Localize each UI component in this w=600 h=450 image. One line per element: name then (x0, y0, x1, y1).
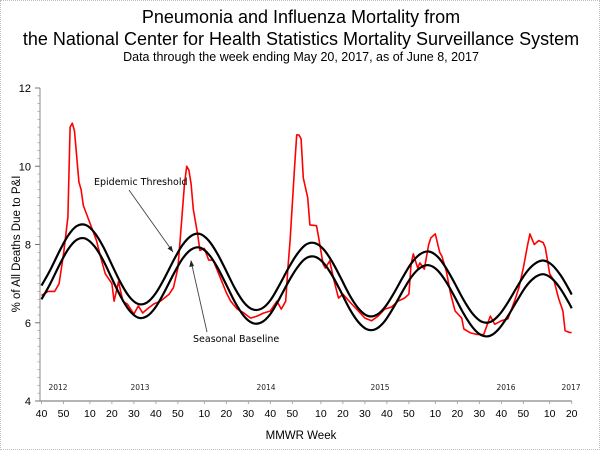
y-tick-label: 8 (25, 240, 31, 252)
x-tick-label: 20 (451, 408, 463, 420)
chart-title: Pneumonia and Influenza Mortality from (141, 7, 461, 27)
x-tick-label: 30 (473, 408, 485, 420)
annotations: Epidemic Threshold Seasonal Baseline (94, 177, 279, 345)
x-tick-label: 10 (544, 408, 556, 420)
annotation-arrow-baseline (190, 260, 208, 333)
series-line-observed (41, 122, 572, 336)
x-tick-label: 40 (381, 408, 393, 420)
x-tick-label: 40 (36, 408, 48, 420)
year-label: 2014 (256, 383, 275, 392)
x-axis-label: MMWR Week (266, 430, 337, 442)
annotation-seasonal-baseline: Seasonal Baseline (193, 334, 279, 345)
x-tick-label: 30 (359, 408, 371, 420)
x-tick-label: 20 (106, 408, 118, 420)
x-tick-label: 40 (150, 408, 162, 420)
x-tick-label: 50 (286, 408, 298, 420)
axes: 4 6 8 10 12 40 50 10 20 30 40 50 10 20 30 40 50 10 20 30 40 5… (19, 83, 581, 420)
x-tick-label: 20 (220, 408, 232, 420)
chart-subtitle: Data through the week ending May 20, 201… (123, 50, 479, 64)
year-label: 2017 (561, 383, 580, 392)
x-tick-label: 50 (172, 408, 184, 420)
y-tick-label: 10 (19, 161, 31, 173)
x-tick-label: 10 (429, 408, 441, 420)
year-label: 2016 (496, 383, 515, 392)
annotation-arrow-threshold (128, 189, 174, 253)
year-label: 2012 (48, 383, 67, 392)
chart-title-line2: the National Center for Health Statistic… (22, 29, 580, 49)
x-tick-label: 40 (264, 408, 276, 420)
arrowhead-baseline-icon (189, 260, 194, 267)
y-tick-label: 6 (25, 318, 31, 330)
series-line-threshold (40, 223, 573, 324)
series-line-baseline (40, 236, 573, 338)
annotation-epidemic-threshold: Epidemic Threshold (94, 177, 188, 188)
x-tick-label: 10 (84, 408, 96, 420)
x-tick-label: 30 (242, 408, 254, 420)
x-tick-label: 20 (566, 408, 578, 420)
arrowhead-threshold-icon (167, 245, 173, 252)
y-tick-label: 12 (19, 83, 31, 95)
x-tick-label: 10 (198, 408, 210, 420)
x-tick-label: 40 (495, 408, 507, 420)
series-layer (40, 122, 573, 338)
x-tick-label: 50 (403, 408, 415, 420)
x-tick-label: 30 (128, 408, 140, 420)
x-tick-label: 20 (337, 408, 349, 420)
year-label: 2013 (130, 383, 149, 392)
x-tick-label: 50 (58, 408, 70, 420)
x-tick-label: 10 (315, 408, 327, 420)
x-tick-label: 50 (517, 408, 529, 420)
year-label: 2015 (370, 383, 389, 392)
y-axis-label: % of All Deaths Due to P&I (11, 176, 23, 313)
y-tick-label: 4 (25, 396, 31, 408)
